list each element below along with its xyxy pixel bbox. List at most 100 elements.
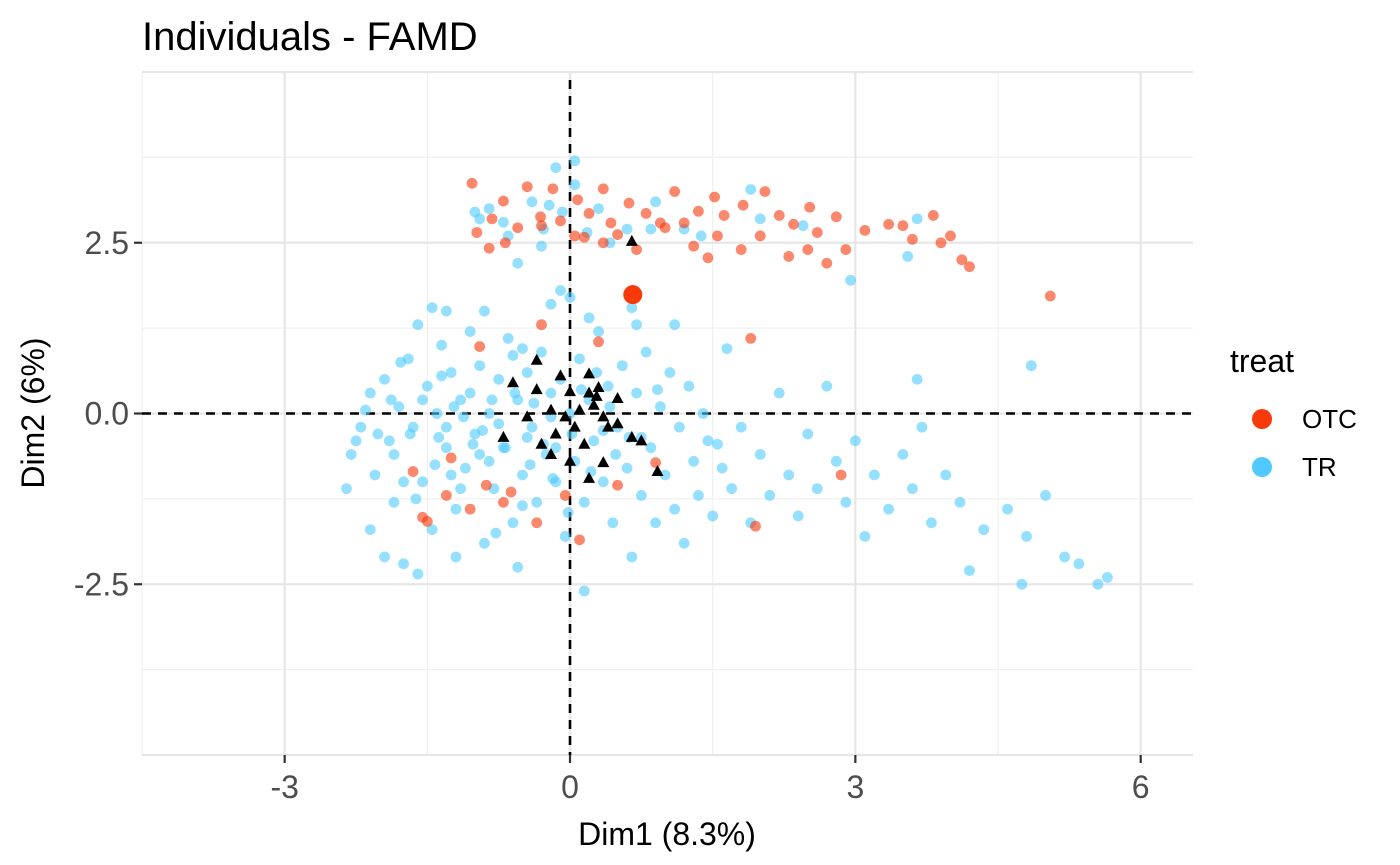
point-otc (735, 244, 747, 255)
x-axis-title: Dim1 (8.3%) (578, 816, 756, 852)
point-otc (945, 230, 956, 242)
point-tr (583, 312, 595, 324)
point-tr (350, 435, 362, 447)
point-tr (897, 449, 909, 460)
point-tr (654, 401, 666, 413)
point-tr (448, 401, 460, 413)
y-axis-title: Dim2 (6%) (15, 337, 51, 488)
chart-title: Individuals - FAMD (142, 15, 478, 59)
category-triangle-marker (564, 454, 577, 466)
point-tr (498, 216, 509, 228)
point-otc (498, 195, 509, 207)
point-tr (1021, 531, 1032, 542)
point-tr (393, 401, 405, 413)
point-tr (469, 206, 481, 218)
point-tr (379, 551, 390, 563)
point-tr (369, 469, 381, 481)
point-tr (517, 469, 528, 481)
point-tr (797, 220, 809, 232)
point-tr (493, 418, 505, 430)
point-tr (616, 360, 628, 372)
point-tr (669, 503, 681, 515)
point-otc (547, 183, 559, 195)
point-tr (421, 380, 433, 392)
point-otc (578, 231, 590, 243)
point-tr (610, 449, 622, 460)
point-tr (486, 394, 498, 406)
legend-label-otc: OTC (1302, 404, 1357, 434)
point-tr (398, 476, 409, 488)
point-tr (526, 196, 538, 208)
point-tr (673, 421, 685, 433)
point-tr (477, 425, 488, 436)
category-triangle-marker (544, 447, 557, 459)
point-otc (830, 211, 842, 223)
point-tr (507, 517, 519, 529)
point-otc (417, 511, 428, 523)
point-tr (1059, 551, 1070, 563)
point-tr (536, 240, 547, 252)
point-tr (645, 223, 657, 235)
category-triangle-marker (530, 383, 543, 395)
point-tr (398, 558, 409, 570)
category-triangle-marker (583, 367, 596, 379)
point-tr (593, 203, 604, 215)
point-otc (464, 503, 476, 515)
point-tr (1002, 503, 1013, 515)
category-triangle-marker (564, 385, 577, 397)
point-tr (517, 500, 528, 512)
point-tr (745, 184, 757, 195)
point-tr (526, 421, 538, 433)
point-tr (735, 421, 747, 433)
point-tr (849, 435, 861, 447)
point-otc (783, 251, 795, 262)
category-triangle-marker (549, 427, 562, 439)
point-tr (499, 442, 511, 454)
point-tr (695, 230, 707, 242)
point-tr (602, 380, 614, 392)
point-otc (712, 230, 723, 242)
grid-lines (141, 70, 1193, 757)
point-otc (623, 197, 635, 209)
point-tr (1101, 572, 1113, 583)
point-tr (426, 524, 438, 536)
point-tr (517, 343, 528, 355)
point-otc (631, 244, 642, 255)
point-tr (588, 435, 600, 447)
point-tr (916, 421, 928, 433)
point-tr (395, 356, 407, 368)
point-tr (417, 476, 428, 488)
point-tr (721, 343, 733, 355)
legend: treat OTC TR (1230, 343, 1357, 482)
point-tr (557, 206, 568, 218)
point-tr (474, 360, 486, 372)
point-tr (840, 496, 852, 508)
point-tr (474, 449, 486, 460)
category-triangle-marker (544, 403, 557, 415)
point-otc (640, 207, 652, 219)
point-tr (773, 387, 785, 399)
point-tr (545, 298, 557, 310)
point-otc (480, 479, 492, 491)
point-tr (385, 394, 397, 406)
point-otc (474, 341, 486, 352)
point-tr (512, 561, 524, 573)
category-triangle-marker (597, 410, 610, 422)
point-tr (911, 373, 923, 385)
point-tr (650, 517, 662, 529)
point-otc (521, 181, 533, 193)
point-tr (436, 370, 448, 382)
axis-ticks: -3 0 3 6 -2.5 0.0 2.5 (74, 225, 1150, 805)
point-otc (718, 210, 730, 221)
point-otc (745, 332, 757, 344)
point-tr (412, 568, 424, 580)
point-tr (764, 490, 776, 501)
point-otc (964, 261, 975, 273)
point-otc (956, 254, 968, 266)
y-tick-label: -2.5 (74, 566, 129, 602)
point-tr (652, 384, 663, 395)
point-otc (535, 211, 546, 223)
category-triangle-marker (611, 417, 624, 429)
category-triangle-marker (578, 437, 591, 449)
point-tr (355, 421, 367, 433)
